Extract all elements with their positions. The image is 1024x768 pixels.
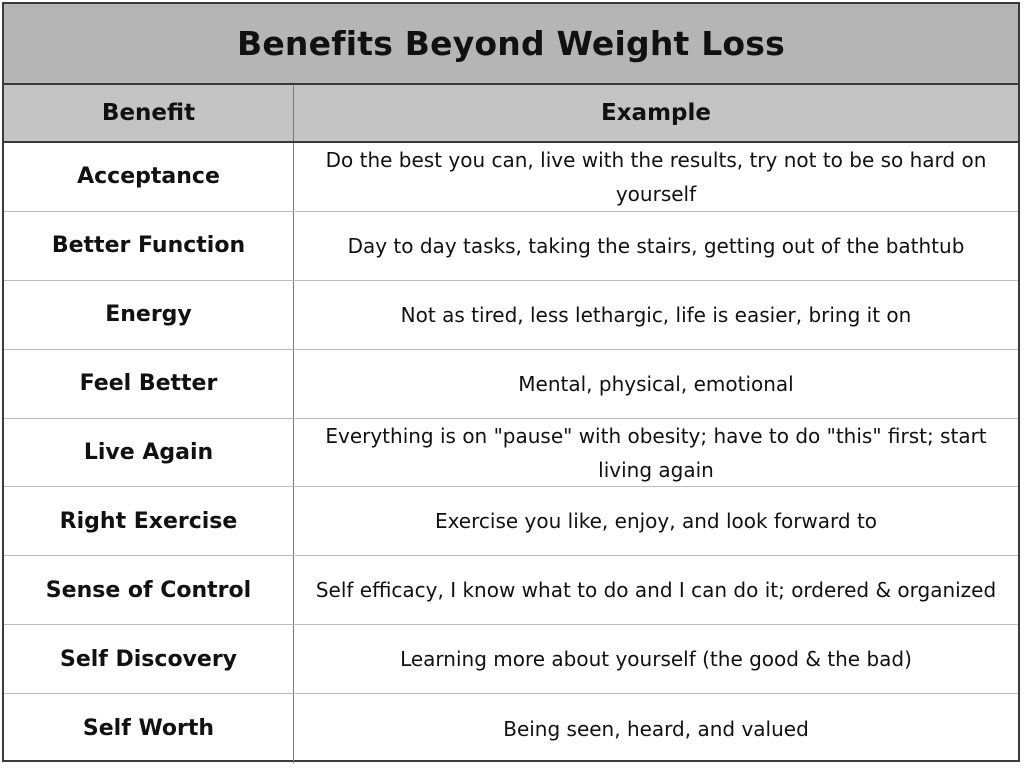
example-cell: Mental, physical, emotional [518,371,794,396]
example-cell: Not as tired, less lethargic, life is ea… [400,302,912,327]
example-cell: Do the best you can, live with the resul… [325,147,987,206]
example-cell: Learning more about yourself (the good &… [400,647,912,672]
example-cell: Exercise you like, enjoy, and look forwa… [434,509,878,534]
benefit-cell: Sense of Control [4,556,294,625]
example-cell: Being seen, heard, and valued [503,716,809,741]
table-row: Acceptance Do the best you can, live wit… [4,143,1018,212]
table-row: Better Function Day to day tasks, taking… [4,211,1018,281]
benefit-cell: Acceptance [4,143,294,211]
example-cell: Day to day tasks, taking the stairs, get… [347,233,965,258]
benefit-cell: Self Discovery [4,625,294,694]
table-row: Feel Better Mental, physical, emotional [4,349,1018,419]
table-row: Self Worth Being seen, heard, and valued [4,694,1018,764]
benefit-cell: Self Worth [4,694,294,764]
benefit-cell: Live Again [4,418,294,487]
benefit-cell: Better Function [4,211,294,280]
table-row: Energy Not as tired, less lethargic, lif… [4,280,1018,350]
benefit-cell: Right Exercise [4,487,294,556]
table-header-row: Benefit Example [4,85,1018,143]
example-cell: Self efficacy, I know what to do and I c… [315,578,997,603]
column-header-example: Example [601,100,711,126]
table-row: Live Again Everything is on "pause" with… [4,418,1018,488]
table-title: Benefits Beyond Weight Loss [4,4,1018,85]
column-header-benefit: Benefit [4,85,294,141]
table-row: Self Discovery Learning more about yours… [4,625,1018,695]
benefit-cell: Feel Better [4,349,294,418]
table-row: Right Exercise Exercise you like, enjoy,… [4,487,1018,557]
benefit-cell: Energy [4,280,294,349]
example-cell: Everything is on "pause" with obesity; h… [325,423,987,482]
table-row: Sense of Control Self efficacy, I know w… [4,556,1018,626]
